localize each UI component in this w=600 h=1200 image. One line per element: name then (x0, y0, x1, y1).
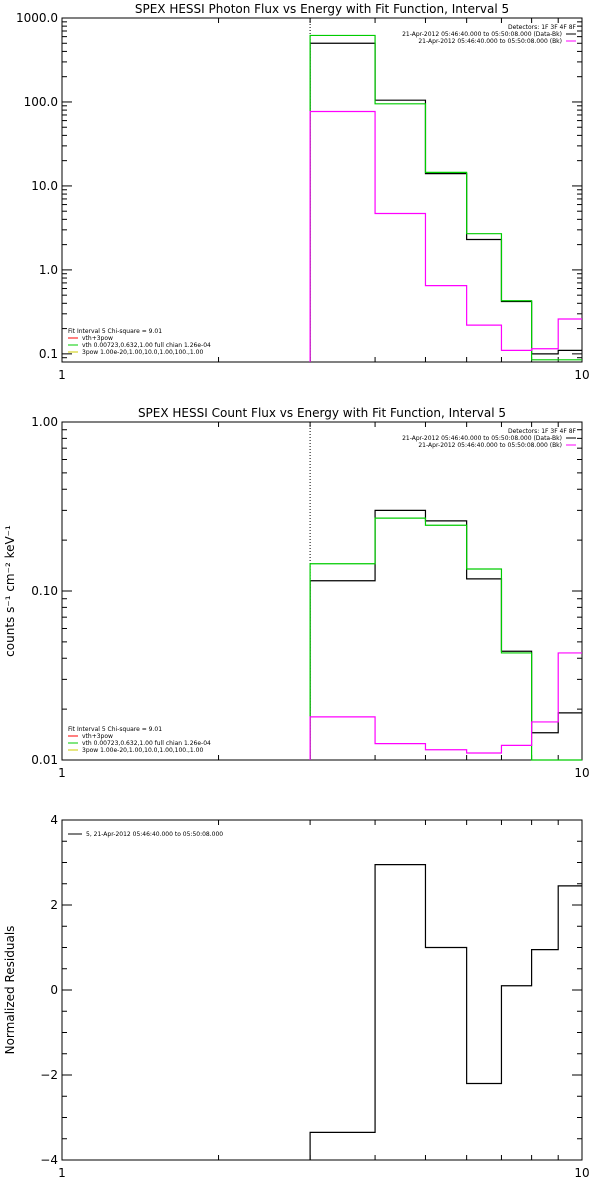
panel2-legend-bottom-entry-label: 3pow 1.00e-20,1.00,10.0,1.00,100.,1.00 (82, 747, 203, 754)
panel2-series-2-step-line (309, 517, 582, 761)
panel2-x-tick-label: 1 (58, 766, 66, 780)
panel1-legend-top-entry-label: 21-Apr-2012 05:46:40.000 to 05:50:08.000… (402, 31, 562, 38)
panel1-series-2-step-line (309, 34, 582, 362)
panel1-legend-top-header: Detectors: 1F 3F 4F 8F (508, 24, 577, 31)
panel2-y-tick-label: 0.01 (31, 753, 58, 767)
panel2-legend-top-entry-label: 21-Apr-2012 05:46:40.000 to 05:50:08.000… (402, 435, 562, 442)
panel1-legend-bottom-entry-label: vth+3pow (82, 335, 113, 342)
panel3-y-tick-label: 0 (50, 983, 58, 997)
panel1-series-1-step-line (309, 42, 582, 362)
panel2-series-3-step-line (309, 652, 582, 760)
panel2-legend-bottom-entry-label: vth 0.00723,0.632,1.00 full chian 1.26e-… (82, 740, 211, 747)
panel3-series-1-step-line (309, 864, 582, 1160)
panel3-plot-frame (61, 819, 583, 1161)
panel1-y-tick-label: 10.0 (31, 179, 58, 193)
panel1-legend-bottom-entry-label: vth 0.00723,0.632,1.00 full chian 1.26e-… (82, 342, 211, 349)
panel1-y-tick-label: 1000.0 (16, 11, 58, 25)
panel1-y-tick-label: 100.0 (24, 95, 58, 109)
panel2-chart-title: SPEX HESSI Count Flux vs Energy with Fit… (138, 406, 506, 420)
panel2-y-tick-label: 0.10 (31, 584, 58, 598)
panel1-series-3-step-line (309, 110, 582, 362)
panel2-plot-frame (61, 421, 583, 761)
panel3-y-tick-label: 2 (50, 898, 58, 912)
panel2-legend-top-header: Detectors: 1F 3F 4F 8F (508, 428, 577, 435)
panel3-y-tick-label: −2 (40, 1068, 58, 1082)
panel1-x-tick-label: 10 (574, 368, 589, 382)
panel1-legend-top-entry-label: 21-Apr-2012 05:46:40.000 to 05:50:08.000… (418, 38, 562, 45)
panel1-plot-frame (61, 17, 583, 363)
panel3-y-tick-label: −4 (40, 1153, 58, 1167)
panel2-x-tick-label: 10 (574, 766, 589, 780)
panel3-x-tick-label: 1 (58, 1166, 66, 1180)
panel3-y-tick-label: 4 (50, 813, 58, 827)
panel1-x-tick-label: 1 (58, 368, 66, 382)
panel3-y-axis-label: Normalized Residuals (3, 926, 17, 1055)
panel2-y-tick-label: 1.00 (31, 415, 58, 429)
panel3-legend-label: 5, 21-Apr-2012 05:46:40.000 to 05:50:08.… (86, 831, 223, 838)
panel2-y-axis-label: counts s⁻¹ cm⁻² keV⁻¹ (3, 525, 17, 657)
panel1-legend-bottom-entry-label: 3pow 1.00e-20,1.00,10.0,1.00,100.,1.00 (82, 349, 203, 356)
panel2-legend-top-entry-label: 21-Apr-2012 05:46:40.000 to 05:50:08.000… (418, 442, 562, 449)
panel3-x-tick-label: 10 (574, 1166, 589, 1180)
panel2-legend-bottom-header: Fit Interval 5 Chi-square = 9.01 (68, 726, 162, 733)
panel1-legend-bottom-header: Fit Interval 5 Chi-square = 9.01 (68, 328, 162, 335)
panel2-legend-bottom-entry-label: vth+3pow (82, 733, 113, 740)
panel2-series-1-step-line (309, 509, 582, 760)
panel1-y-tick-label: 0.1 (39, 347, 58, 361)
panel1-chart-title: SPEX HESSI Photon Flux vs Energy with Fi… (135, 2, 509, 16)
panel1-y-tick-label: 1.0 (39, 263, 58, 277)
